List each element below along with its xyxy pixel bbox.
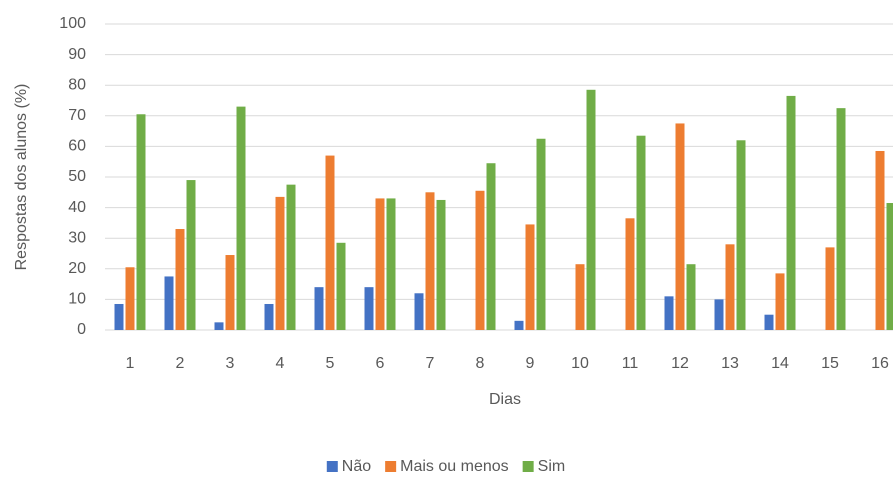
bar (664, 296, 674, 330)
y-tick-label: 30 (68, 229, 86, 246)
y-axis-label: Respostas dos alunos (%) (13, 84, 30, 271)
legend-label: Sim (538, 458, 566, 475)
bar (836, 108, 846, 331)
bar (236, 106, 246, 331)
bar (575, 264, 585, 330)
bar (286, 184, 296, 330)
bar (714, 299, 724, 330)
x-tick-label: 13 (721, 355, 739, 372)
bar (164, 276, 174, 330)
x-tick-label: 2 (176, 355, 185, 372)
bar (386, 198, 396, 330)
y-tick-label: 100 (59, 15, 86, 32)
bar (486, 163, 496, 330)
bar (875, 150, 885, 330)
bar (886, 203, 893, 330)
bar (525, 224, 535, 330)
bar (175, 229, 185, 330)
legend-label: Não (342, 458, 371, 475)
x-tick-label: 9 (526, 355, 535, 372)
bar (425, 192, 435, 330)
legend-label: Mais ou menos (400, 458, 509, 475)
y-tick-label: 0 (77, 321, 86, 338)
x-tick-label: 10 (571, 355, 589, 372)
bar (636, 135, 646, 330)
bar (125, 267, 135, 330)
y-tick-label: 40 (68, 199, 86, 216)
x-axis-label: Dias (489, 391, 521, 408)
bar (436, 199, 446, 330)
x-tick-label: 7 (426, 355, 435, 372)
bar (475, 190, 485, 330)
x-tick-label: 4 (276, 355, 285, 372)
x-tick-label: 3 (226, 355, 235, 372)
bar (675, 123, 685, 330)
bar (736, 140, 746, 330)
x-tick-label: 8 (476, 355, 485, 372)
y-tick-label: 20 (68, 260, 86, 277)
x-tick-label: 14 (771, 355, 789, 372)
bar (314, 287, 324, 330)
bar (725, 244, 735, 330)
y-tick-label: 90 (68, 46, 86, 63)
bar (764, 314, 774, 330)
bar (186, 180, 196, 330)
y-tick-label: 10 (68, 291, 86, 308)
y-tick-label: 70 (68, 107, 86, 124)
bar (514, 320, 524, 330)
bar (214, 322, 224, 330)
bar (625, 218, 635, 330)
bar (136, 114, 146, 331)
y-tick-label: 60 (68, 138, 86, 155)
legend-swatch (385, 461, 397, 472)
y-tick-label: 80 (68, 76, 86, 93)
bar (775, 273, 785, 330)
bar (375, 198, 385, 330)
bar (586, 89, 596, 330)
bar (275, 196, 285, 330)
bar (336, 242, 346, 330)
bar (325, 155, 335, 330)
bar (364, 287, 374, 330)
bar (536, 138, 546, 330)
x-tick-label: 5 (326, 355, 335, 372)
x-tick-label: 16 (871, 355, 889, 372)
bar (825, 247, 835, 330)
bar (786, 95, 796, 330)
legend-swatch (326, 461, 338, 472)
x-tick-label: 11 (622, 355, 639, 372)
x-tick-label: 15 (821, 355, 839, 372)
bar (264, 303, 274, 330)
bar (414, 293, 424, 330)
y-tick-label: 50 (68, 168, 86, 185)
bar (225, 255, 235, 330)
bar (686, 264, 696, 330)
x-tick-label: 6 (376, 355, 385, 372)
legend-swatch (522, 461, 534, 472)
x-tick-label: 1 (126, 355, 135, 372)
bar (114, 303, 124, 330)
x-tick-label: 12 (671, 355, 689, 372)
